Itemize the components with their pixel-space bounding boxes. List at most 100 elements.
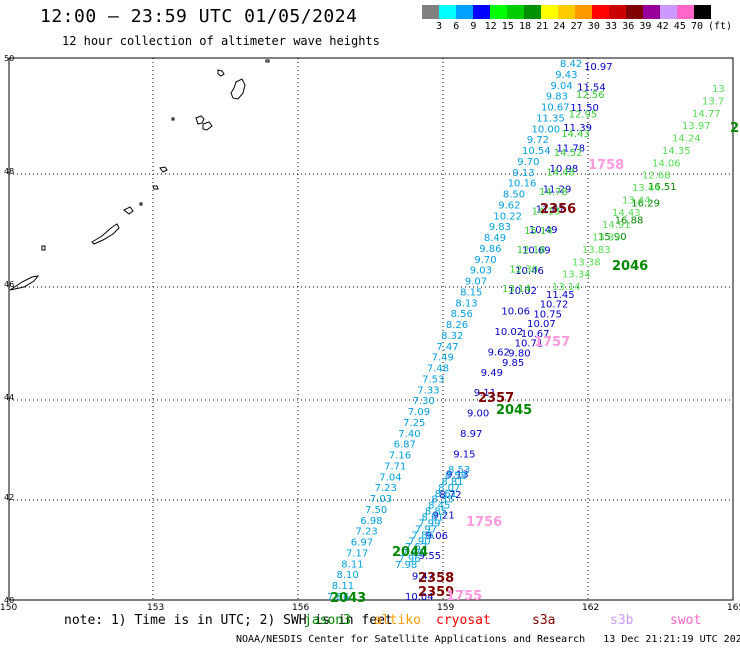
map-title: 12:00 — 23:59 UTC 01/05/2024 [40, 6, 358, 27]
coast-island-10 [9, 275, 40, 291]
swh-label: 8.13 [455, 298, 477, 309]
swh-label: 15.14 [524, 226, 553, 237]
pass-time-label: 1755 [446, 589, 482, 604]
swh-label: 13.38 [572, 257, 601, 268]
swh-label: 8.53 [448, 465, 470, 476]
swh-label: 9.55 [419, 551, 441, 562]
lat-tick-label: 40 [4, 596, 14, 605]
swh-label: 7.17 [346, 549, 368, 560]
swh-label: 8.11 [341, 559, 363, 570]
lat-tick-label: 50 [4, 54, 14, 63]
swh-label: 14.35 [662, 146, 691, 157]
lon-tick-label: 162 [582, 603, 599, 613]
scale-label: 24 [553, 21, 566, 32]
swh-label: 8.81 [441, 477, 463, 488]
scale-swatch-2 [456, 5, 473, 19]
coastline [9, 59, 270, 291]
scale-label: 3 [436, 21, 443, 32]
map-frame [8, 57, 734, 601]
swh-label: 9.72 [527, 135, 549, 146]
swh-label: 7.40 [398, 429, 420, 440]
scale-label: (ft) [708, 21, 733, 32]
scale-swatch-15 [677, 5, 694, 19]
swh-label: 9.06 [426, 531, 448, 542]
swh-label: 7.53 [422, 374, 444, 385]
swh-label: 12.30 [509, 265, 538, 276]
light-green-track: 1313.714.7713.9714.2414.3514.0612.6813.4… [552, 84, 725, 293]
map-subtitle: 12 hour collection of altimeter wave hei… [62, 34, 380, 48]
swh-label: 10.16 [508, 179, 537, 190]
swh-label: 10.67 [541, 103, 570, 114]
pass-time-label: 1756 [466, 515, 502, 530]
swh-label: 13.83 [582, 245, 611, 256]
swh-label: 8.11 [332, 581, 354, 592]
swh-label: 13.7 [702, 96, 724, 107]
swh-label: 9.13 [512, 168, 534, 179]
swh-label: 7.96 [398, 554, 420, 565]
swh-label: 10.02 [495, 327, 524, 338]
lon-tick-label: 150 [0, 603, 17, 613]
swh-label: 7.09 [408, 407, 430, 418]
swh-label: 10.72 [540, 300, 569, 311]
swh-label: 8.45 [428, 501, 450, 512]
swh-label: 11.45 [546, 290, 575, 301]
swh-label: 7.99 [418, 518, 440, 529]
scale-label: 70 [691, 21, 704, 32]
swh-label: 8.72 [439, 490, 461, 501]
swh-label: 13.97 [682, 121, 711, 132]
swh-label: 9.00 [467, 409, 489, 420]
coast-island-5 [159, 166, 168, 173]
scale-swatch-14 [660, 5, 677, 19]
swh-label: 13 [712, 84, 725, 95]
scale-swatch-0 [422, 5, 439, 19]
scale-swatch-4 [490, 5, 507, 19]
swh-label: 7.47 [436, 342, 458, 353]
blue-track: 10.97 11.54 11.50 11.39 11.78 10.98 11.29 11.07… [405, 62, 613, 603]
mission-swot: swot [670, 613, 702, 628]
swh-label: 10.49 [529, 225, 558, 236]
coast-island-1 [217, 69, 225, 77]
scale-label: 6 [453, 21, 460, 32]
coast-island-9 [41, 245, 46, 251]
scale-swatch-12 [626, 5, 643, 19]
swh-label: 7.98 [395, 560, 417, 571]
swh-label: 8.07 [438, 483, 460, 494]
swh-label: 9.15 [453, 449, 475, 460]
swh-label: 9.85 [502, 358, 524, 369]
credit-timestamp: 13 Dec 21:21:19 UTC 2024 [603, 634, 740, 645]
swh-label: 10.75 [533, 309, 562, 320]
swh-label: 13.14 [552, 282, 581, 293]
pass-time-label: 1757 [534, 335, 570, 350]
scale-label: 27 [570, 21, 583, 32]
scale-swatch-6 [524, 5, 541, 19]
swh-label: 8.10 [337, 570, 359, 581]
swh-label: 10.02 [508, 286, 537, 297]
coast-island-3 [195, 115, 205, 125]
scale-swatch-3 [473, 5, 490, 19]
cyan-track-east: 8.538.588.818.078.618.358.458.858.617.99… [395, 465, 470, 571]
swh-label: 11.07 [536, 205, 565, 216]
swh-label: 9.49 [481, 368, 503, 379]
swh-label: 16.29 [631, 199, 660, 210]
swh-label: 7.50 [365, 505, 387, 516]
swh-label: 10.46 [515, 266, 544, 277]
swh-label: 9.62 [498, 200, 520, 211]
scale-label: 45 [673, 21, 686, 32]
swh-label: 13.44 [632, 183, 661, 194]
coast-island-12 [265, 59, 270, 63]
swh-label: 8.85 [425, 507, 447, 518]
swh-label: 16.88 [615, 215, 644, 226]
swh-label: 7.23 [375, 483, 397, 494]
swh-label: 7.90 [408, 536, 430, 547]
swh-label: 7.86 [327, 592, 349, 603]
swh-label: 7.03 [370, 494, 392, 505]
swh-label: 11.39 [563, 123, 592, 134]
coast-island-2 [230, 78, 246, 100]
swh-label: 14.06 [652, 158, 681, 169]
swh-label: 7.25 [403, 418, 425, 429]
swh-label: 7.86 [412, 530, 434, 541]
coast-island-13 [139, 202, 143, 206]
coast-island-8 [91, 223, 120, 245]
